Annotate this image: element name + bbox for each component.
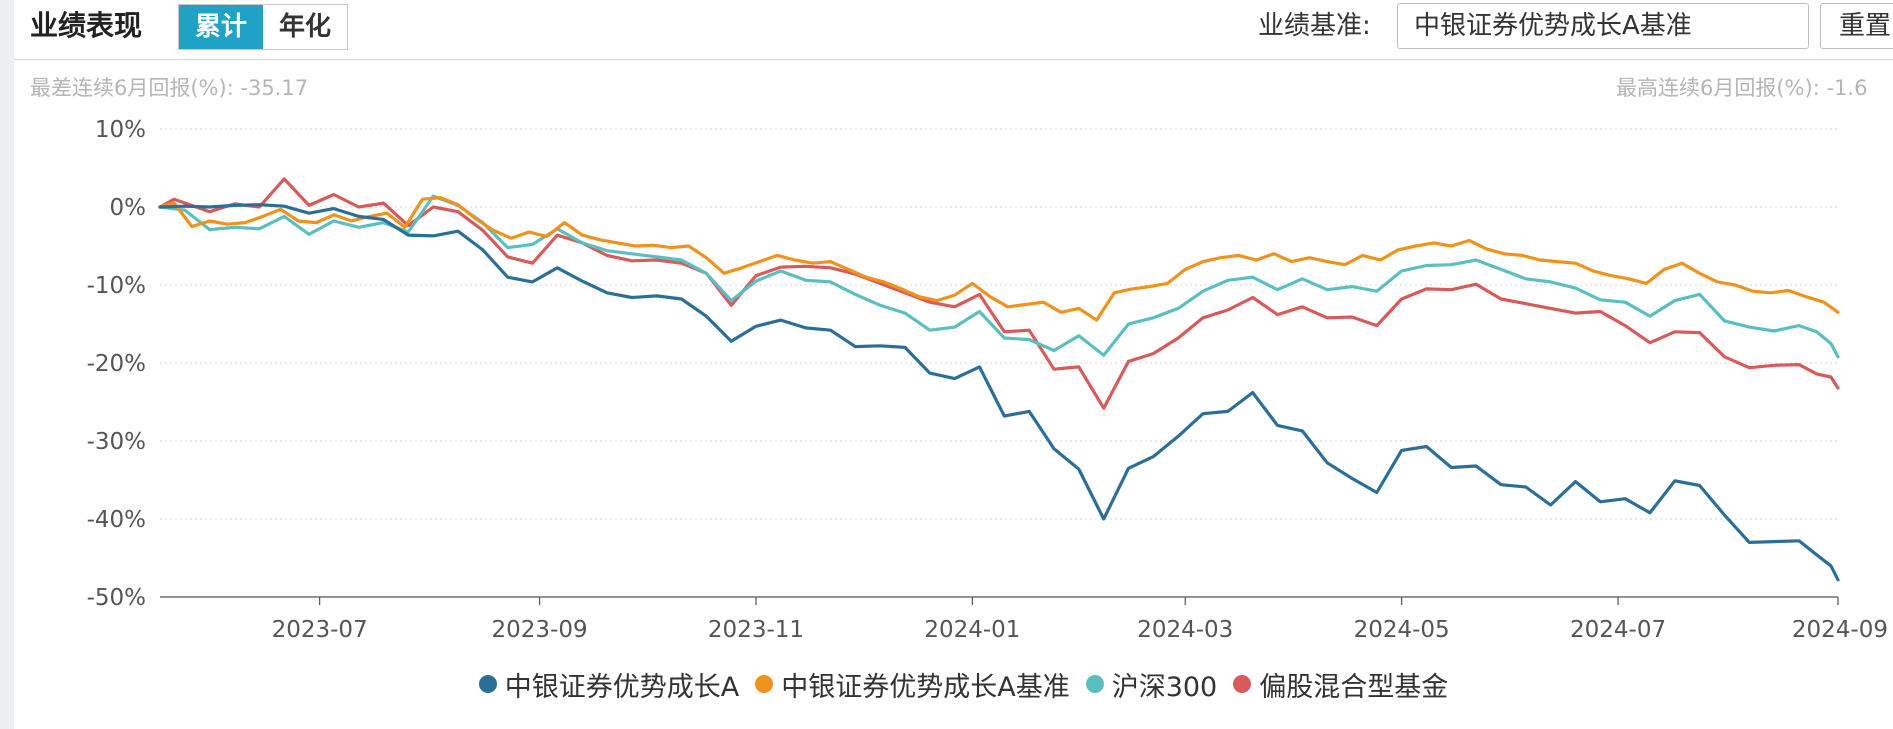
x-tick-label: 2023-11 bbox=[708, 617, 804, 643]
performance-line-chart: 10% 0% -10% -20% -30% -40% -50% 2023-07 2023-09 2… bbox=[87, 117, 1888, 643]
y-tick-label: 0% bbox=[110, 195, 147, 221]
y-tick-label: -20% bbox=[87, 351, 146, 377]
page-title: 业绩表现 bbox=[30, 9, 143, 42]
legend-item-1[interactable]: 中银证券优势成长A基准 bbox=[755, 664, 1070, 704]
x-tick-label: 2024-03 bbox=[1137, 617, 1233, 643]
legend-item-3[interactable]: 偏股混合型基金 bbox=[1233, 664, 1448, 704]
series-line-0 bbox=[158, 203, 1840, 582]
y-tick-label: -50% bbox=[87, 585, 146, 611]
worst-6m-return: 最差连续6月回报(%): -35.17 bbox=[30, 76, 309, 100]
best-6m-return: 最高连续6月回报(%): -1.6 bbox=[1616, 76, 1868, 100]
y-tick-label: -10% bbox=[87, 273, 146, 299]
x-tick-label: 2023-07 bbox=[272, 617, 368, 643]
legend-item-0[interactable]: 中银证券优势成长A bbox=[478, 664, 740, 704]
y-tick-label: -40% bbox=[87, 507, 146, 533]
chart-series bbox=[158, 177, 1840, 582]
series-line-3 bbox=[158, 177, 1840, 410]
left-edge-bar bbox=[0, 0, 14, 729]
x-tick-label: 2024-09 bbox=[1792, 617, 1888, 643]
chart-axes: 10% 0% -10% -20% -30% -40% -50% 2023-07 2023-09 2… bbox=[87, 117, 1888, 643]
series-line-2 bbox=[158, 194, 1840, 359]
x-tick-label: 2023-09 bbox=[492, 617, 588, 643]
x-tick-label: 2024-05 bbox=[1354, 617, 1450, 643]
legend-dot-icon bbox=[1233, 675, 1252, 693]
x-tick-label: 2024-07 bbox=[1570, 617, 1666, 643]
legend-item-2[interactable]: 沪深300 bbox=[1085, 664, 1218, 704]
chart-legend: 中银证券优势成长A 中银证券优势成长A基准 沪深300 偏股混合型基金 bbox=[0, 664, 1893, 704]
legend-dot-icon bbox=[755, 675, 774, 693]
y-tick-label: -30% bbox=[87, 429, 146, 455]
legend-label: 中银证券优势成长A bbox=[504, 671, 740, 703]
legend-label: 沪深300 bbox=[1111, 671, 1218, 703]
series-line-1 bbox=[158, 196, 1840, 322]
benchmark-label: 业绩基准: bbox=[1258, 11, 1371, 41]
performance-header: 业绩表现 累计 年化 业绩基准: 中银证券优势成长A基准 重置 bbox=[14, 0, 1893, 60]
legend-dot-icon bbox=[478, 675, 497, 693]
legend-label: 偏股混合型基金 bbox=[1259, 671, 1449, 703]
tab-cumulative[interactable]: 累计 bbox=[179, 5, 264, 49]
legend-label: 中银证券优势成长A基准 bbox=[781, 671, 1070, 703]
y-tick-label: 10% bbox=[95, 117, 146, 143]
legend-dot-icon bbox=[1085, 675, 1104, 693]
x-tick-label: 2024-01 bbox=[924, 617, 1020, 643]
benchmark-select[interactable]: 中银证券优势成长A基准 bbox=[1397, 3, 1809, 49]
mode-toggle: 累计 年化 bbox=[178, 4, 349, 50]
reset-button[interactable]: 重置 bbox=[1820, 3, 1893, 49]
tab-annualized[interactable]: 年化 bbox=[263, 5, 348, 49]
